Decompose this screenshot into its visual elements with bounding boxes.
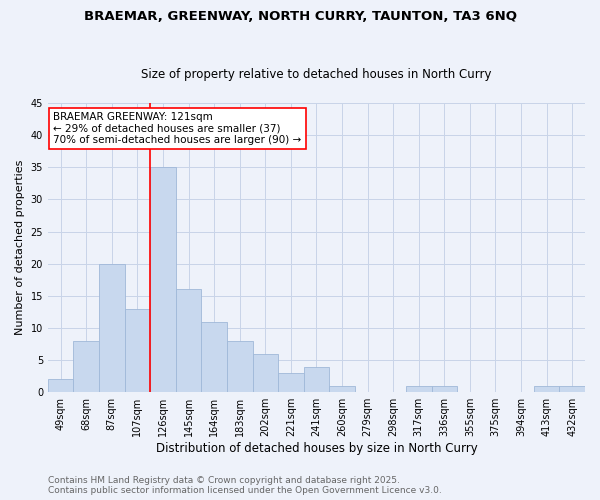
Bar	[304, 366, 329, 392]
Y-axis label: Number of detached properties: Number of detached properties	[15, 160, 25, 336]
Text: BRAEMAR, GREENWAY, NORTH CURRY, TAUNTON, TA3 6NQ: BRAEMAR, GREENWAY, NORTH CURRY, TAUNTON,…	[83, 10, 517, 23]
Bar	[534, 386, 559, 392]
Title: Size of property relative to detached houses in North Curry: Size of property relative to detached ho…	[141, 68, 492, 81]
Bar	[329, 386, 355, 392]
Bar	[253, 354, 278, 392]
Text: Contains HM Land Registry data © Crown copyright and database right 2025.
Contai: Contains HM Land Registry data © Crown c…	[48, 476, 442, 495]
Bar	[150, 168, 176, 392]
Text: BRAEMAR GREENWAY: 121sqm
← 29% of detached houses are smaller (37)
70% of semi-d: BRAEMAR GREENWAY: 121sqm ← 29% of detach…	[53, 112, 302, 145]
Bar	[125, 308, 150, 392]
Bar	[176, 290, 202, 392]
Bar	[73, 341, 99, 392]
Bar	[48, 380, 73, 392]
Bar	[227, 341, 253, 392]
Bar	[431, 386, 457, 392]
Bar	[202, 322, 227, 392]
Bar	[559, 386, 585, 392]
Bar	[99, 264, 125, 392]
Bar	[278, 373, 304, 392]
Bar	[406, 386, 431, 392]
X-axis label: Distribution of detached houses by size in North Curry: Distribution of detached houses by size …	[155, 442, 478, 455]
